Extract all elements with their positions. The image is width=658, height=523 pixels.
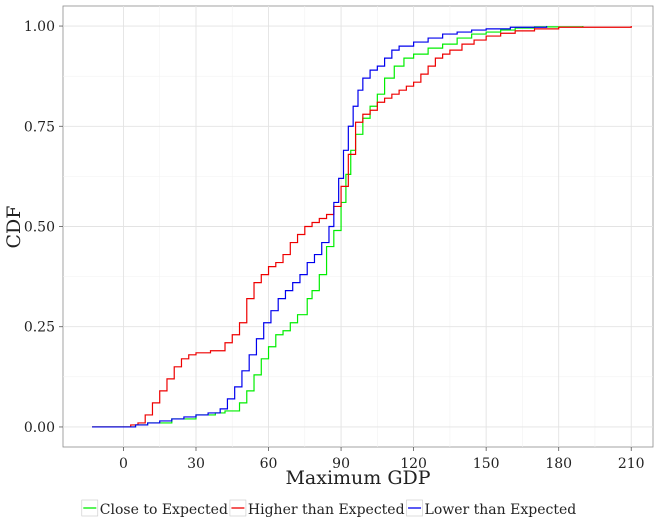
x-tick-label: 60 — [260, 456, 278, 472]
minor-gridlines — [63, 6, 653, 447]
x-axis: 0 30 60 90 120 150 180 210 — [119, 447, 645, 472]
x-tick-label: 0 — [119, 456, 128, 472]
y-tick-label: 0.75 — [24, 119, 55, 135]
series-line-close-to-expected — [92, 26, 584, 428]
x-tick-label: 150 — [473, 456, 500, 472]
series-lines — [92, 26, 632, 428]
y-axis: 0.00 0.25 0.50 0.75 1.00 — [24, 19, 63, 436]
y-axis-title: CDF — [3, 206, 25, 249]
y-tick-label: 0.00 — [24, 420, 55, 436]
legend-label: Higher than Expected — [248, 502, 405, 518]
y-tick-label: 0.25 — [24, 320, 55, 336]
x-tick-label: 120 — [400, 456, 427, 472]
y-tick-label: 1.00 — [24, 19, 55, 35]
x-tick-label: 180 — [545, 456, 572, 472]
x-tick-label: 90 — [332, 456, 350, 472]
x-axis-title: Maximum GDP — [285, 467, 430, 489]
major-gridlines — [63, 6, 653, 447]
legend-label: Lower than Expected — [425, 502, 577, 518]
legend: Close to Expected Higher than Expected Low… — [81, 499, 577, 518]
series-line-higher-than-expected — [92, 26, 632, 428]
x-tick-label: 210 — [618, 456, 645, 472]
series-line-lower-than-expected — [92, 26, 548, 428]
legend-label: Close to Expected — [100, 502, 228, 518]
x-tick-label: 30 — [187, 456, 205, 472]
y-tick-label: 0.50 — [24, 220, 55, 236]
